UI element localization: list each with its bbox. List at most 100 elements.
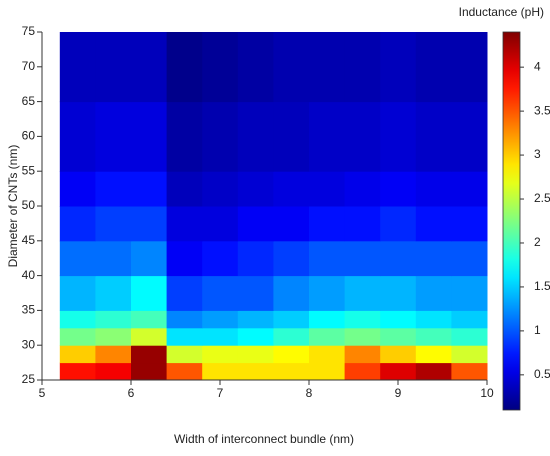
heatmap-cell xyxy=(273,206,310,242)
heatmap-cell xyxy=(237,345,274,364)
heatmap-cell xyxy=(273,32,310,103)
x-tick-label: 6 xyxy=(128,386,135,400)
heatmap-cell xyxy=(95,206,132,242)
heatmap-cell xyxy=(166,171,203,207)
heatmap-cell xyxy=(380,345,417,364)
colorbar xyxy=(502,31,521,411)
heatmap-cell xyxy=(95,275,132,311)
heatmap-cell xyxy=(344,362,381,381)
heatmap-cell xyxy=(166,240,203,277)
heatmap-cell xyxy=(131,362,168,381)
heatmap-cell xyxy=(451,171,488,207)
heatmap-cell xyxy=(451,32,488,103)
heatmap-cell xyxy=(237,171,274,207)
heatmap-cell xyxy=(59,32,96,103)
heatmap-cell xyxy=(415,206,452,242)
heatmap-cell xyxy=(95,310,132,329)
heatmap-cell xyxy=(202,206,239,242)
heatmap-cell xyxy=(166,362,203,381)
heatmap-cell xyxy=(344,32,381,103)
heatmap-cell xyxy=(380,240,417,277)
colorbar-tick-label: 3.5 xyxy=(534,103,550,117)
heatmap-cell xyxy=(380,32,417,103)
heatmap-cell xyxy=(131,275,168,311)
heatmap-cell xyxy=(415,327,452,346)
y-tick-label: 30 xyxy=(22,337,36,351)
heatmap-cell xyxy=(451,206,488,242)
heatmap-cell xyxy=(273,171,310,207)
heatmap-cell xyxy=(344,310,381,329)
heatmap-cell xyxy=(344,327,381,346)
y-axis-label: Diameter of CNTs (nm) xyxy=(6,145,20,268)
heatmap-cell xyxy=(237,101,274,172)
heatmap-cell xyxy=(273,345,310,364)
y-tick-label: 35 xyxy=(22,303,36,317)
heatmap-cell xyxy=(380,362,417,381)
heatmap-cell xyxy=(309,32,346,103)
colorbar-tick-label: 4 xyxy=(534,59,541,73)
heatmap-cell xyxy=(95,171,132,207)
y-tick-label: 50 xyxy=(22,198,36,212)
heatmap-cell xyxy=(380,171,417,207)
heatmap-cell xyxy=(273,327,310,346)
heatmap-cell xyxy=(59,171,96,207)
y-tick-label: 70 xyxy=(22,59,36,73)
x-tick-label: 9 xyxy=(395,386,402,400)
heatmap-cell xyxy=(166,345,203,364)
heatmap-cell xyxy=(415,345,452,364)
heatmap-cell xyxy=(415,32,452,103)
x-tick-label: 8 xyxy=(306,386,313,400)
y-tick-label: 25 xyxy=(22,372,36,386)
heatmap-cell xyxy=(59,327,96,346)
heatmap-cell xyxy=(344,275,381,311)
heatmap-cell xyxy=(95,345,132,364)
heatmap-cell xyxy=(415,275,452,311)
heatmap-cell xyxy=(273,240,310,277)
heatmap-cell xyxy=(202,275,239,311)
heatmap-cell xyxy=(451,101,488,172)
heatmap-cell xyxy=(202,32,239,103)
colorbar-tick-label: 2 xyxy=(534,235,541,249)
heatmap-cell xyxy=(95,327,132,346)
heatmap-cell xyxy=(451,362,488,381)
heatmap-cell xyxy=(273,362,310,381)
heatmap-cell xyxy=(380,310,417,329)
y-tick-label: 55 xyxy=(22,163,36,177)
heatmap-cell xyxy=(131,240,168,277)
x-tick-label: 7 xyxy=(217,386,224,400)
heatmap-cell xyxy=(309,275,346,311)
heatmap-cell xyxy=(237,32,274,103)
x-axis-label: Width of interconnect bundle (nm) xyxy=(174,432,354,446)
heatmap-cell xyxy=(237,362,274,381)
heatmap-cell xyxy=(166,310,203,329)
heatmap-cell xyxy=(131,171,168,207)
heatmap-cell xyxy=(380,206,417,242)
heatmap-cell xyxy=(309,310,346,329)
heatmap-cell xyxy=(309,171,346,207)
heatmap-cell xyxy=(59,206,96,242)
y-tick-label: 75 xyxy=(22,24,36,38)
heatmap-cell xyxy=(59,101,96,172)
heatmap-cell xyxy=(59,240,96,277)
heatmap-cell xyxy=(131,327,168,346)
heatmap-cell xyxy=(415,171,452,207)
heatmap-cell xyxy=(202,101,239,172)
heatmap-cell xyxy=(237,327,274,346)
heatmap-cell xyxy=(451,345,488,364)
heatmap-cell xyxy=(95,101,132,172)
heatmap-cell xyxy=(59,345,96,364)
heatmap-cell xyxy=(95,32,132,103)
heatmap-cell xyxy=(166,32,203,103)
heatmap-cell xyxy=(166,275,203,311)
heatmap-cell xyxy=(309,345,346,364)
heatmap-cell xyxy=(415,310,452,329)
y-tick-label: 45 xyxy=(22,233,36,247)
heatmap-cell xyxy=(237,275,274,311)
x-tick-label: 10 xyxy=(480,386,494,400)
heatmap-cell xyxy=(95,362,132,381)
heatmap-cell xyxy=(344,345,381,364)
heatmap-cell xyxy=(237,206,274,242)
heatmap-cell xyxy=(202,362,239,381)
heatmap-cell xyxy=(344,206,381,242)
